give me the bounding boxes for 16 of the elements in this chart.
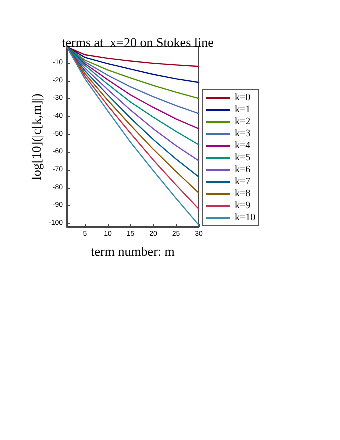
legend-label: k=8 xyxy=(235,188,251,200)
line-series xyxy=(66,46,200,114)
legend-label: k=5 xyxy=(235,152,251,164)
legend-label: k=0 xyxy=(235,92,251,104)
legend-label: k=2 xyxy=(235,116,251,128)
legend-label: k=9 xyxy=(235,200,251,212)
legend-label: k=1 xyxy=(235,104,251,116)
x-axis-title: term number: m xyxy=(91,244,175,259)
legend-label: k=3 xyxy=(235,128,251,140)
chart-title: terms at x=20 on Stokes line xyxy=(62,35,214,50)
y-axis-title: log[10](|c[k,m]|) xyxy=(29,94,44,180)
legend-label: k=4 xyxy=(235,140,251,152)
line-series xyxy=(66,46,200,84)
legend-label: k=6 xyxy=(235,164,251,176)
legend-label: k=7 xyxy=(235,176,251,188)
legend-label: k=10 xyxy=(235,212,256,224)
